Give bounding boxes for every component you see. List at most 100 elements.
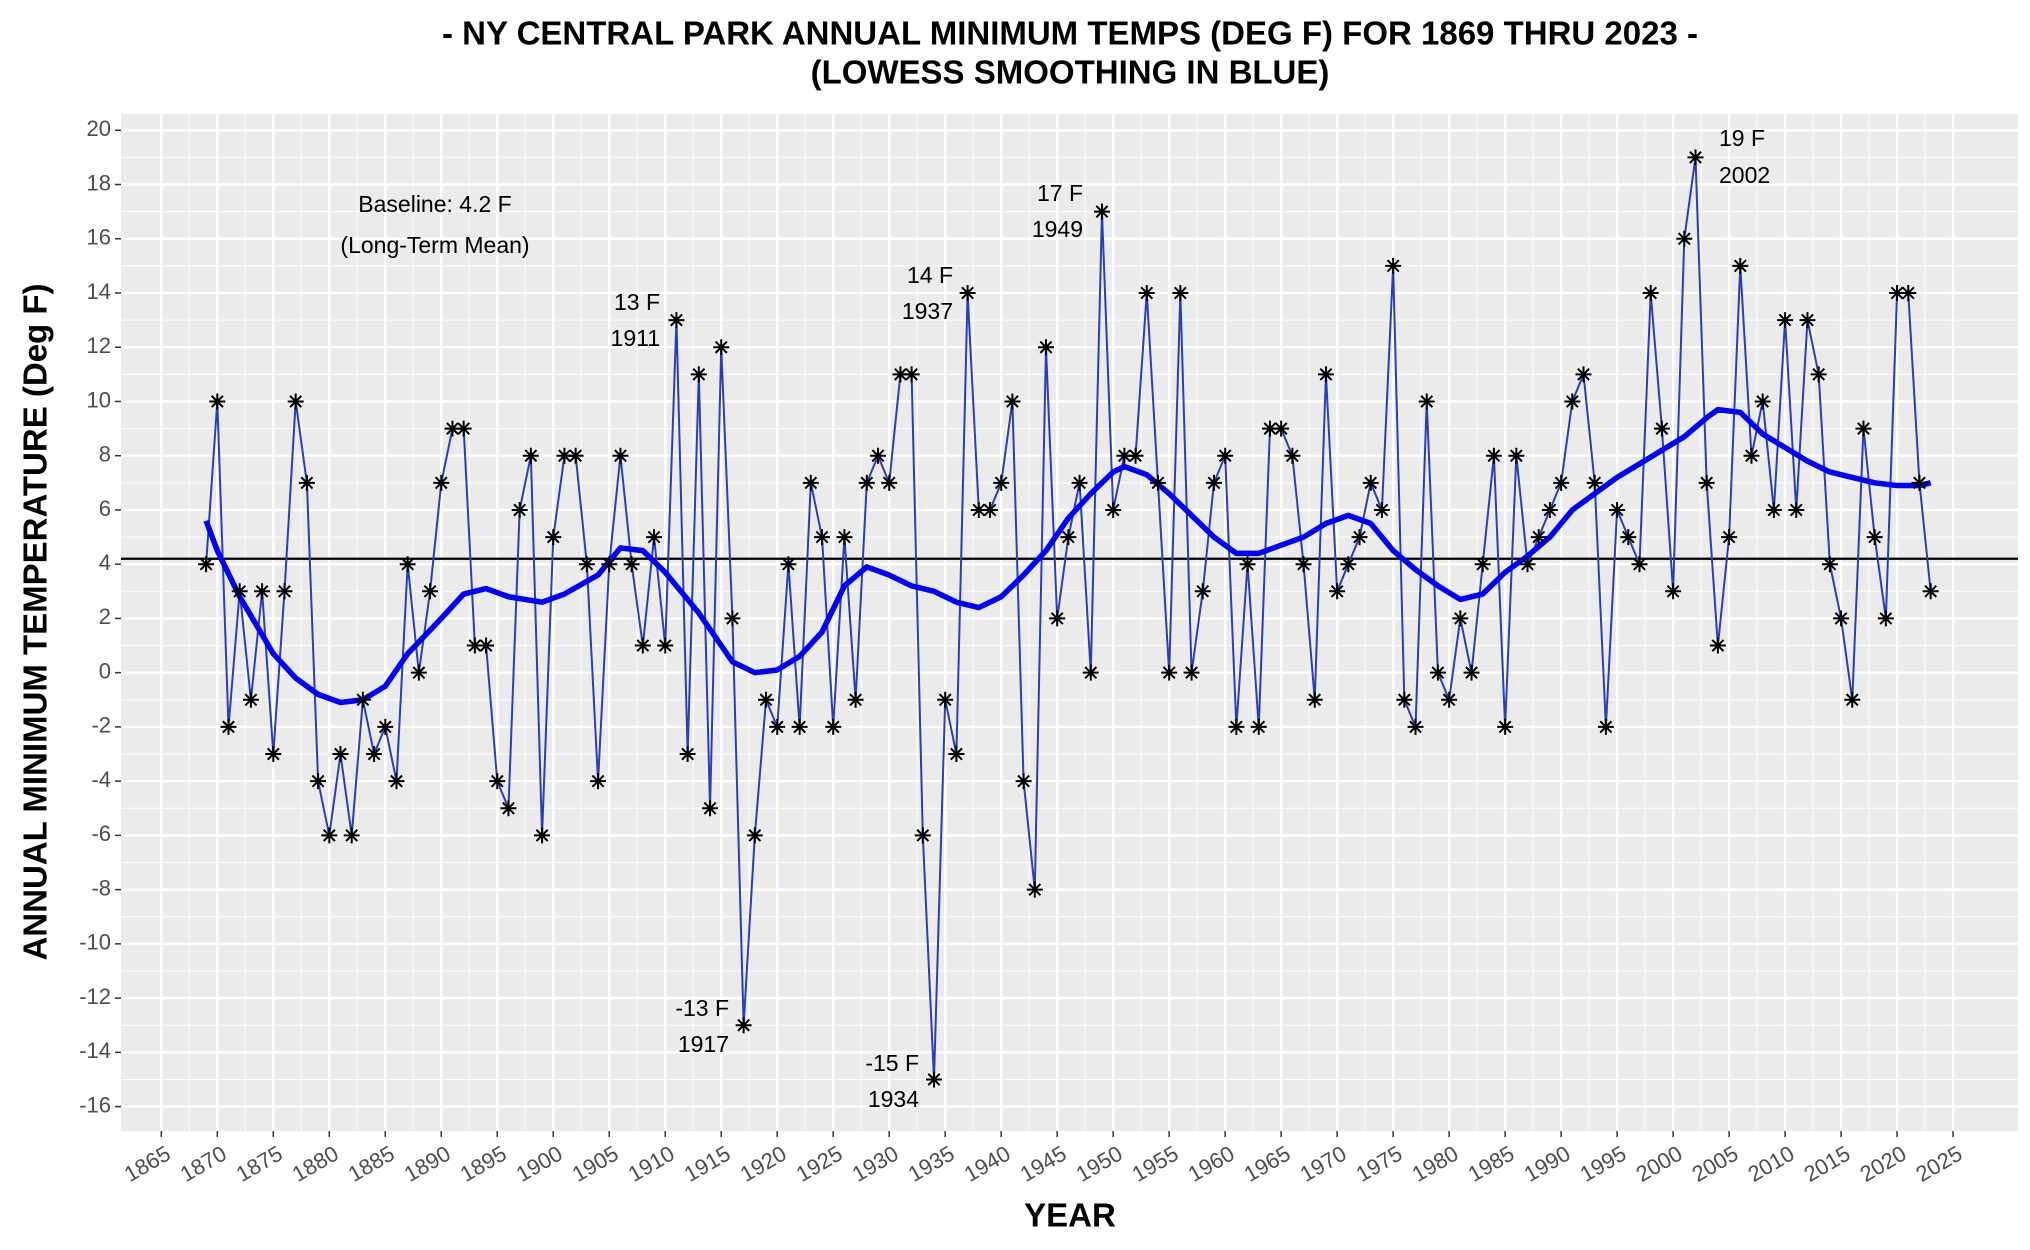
data-point (926, 1071, 942, 1088)
data-point (702, 800, 719, 817)
data-point (993, 474, 1010, 491)
data-point (1172, 284, 1189, 301)
data-point (265, 746, 282, 763)
data-point (1463, 664, 1480, 681)
y-tick-label: -14 (79, 1038, 111, 1063)
data-point (578, 556, 595, 573)
data-point (1015, 773, 1032, 790)
data-point (1721, 529, 1738, 546)
data-point (366, 746, 383, 763)
x-tick-label: 2020 (1856, 1141, 1911, 1187)
data-point (1788, 501, 1805, 518)
data-point (1777, 312, 1794, 329)
x-tick-label: 1910 (624, 1141, 679, 1187)
data-point (1250, 718, 1267, 735)
data-point (388, 773, 405, 790)
y-tick-label: -8 (91, 875, 111, 900)
data-point (646, 529, 663, 546)
y-axis-title: ANNUAL MINIMUM TEMPERATURE (Deg F) (17, 283, 54, 960)
data-point (1429, 664, 1446, 681)
data-point (1261, 420, 1278, 437)
data-point (1228, 718, 1245, 735)
annotation: -13 F (675, 995, 729, 1021)
data-point (511, 501, 528, 518)
data-point (545, 529, 562, 546)
data-point (1161, 664, 1178, 681)
x-tick-label: 1885 (344, 1141, 399, 1187)
data-point (1340, 556, 1357, 573)
data-point (1620, 529, 1637, 546)
data-point (478, 637, 495, 654)
data-point (634, 637, 651, 654)
annotation: 1911 (611, 325, 660, 351)
data-point (668, 312, 685, 329)
data-point (1362, 474, 1379, 491)
data-point (1877, 610, 1894, 627)
annotation: 1949 (1032, 216, 1083, 242)
x-tick-label: 1970 (1296, 1141, 1351, 1187)
x-tick-label: 1930 (848, 1141, 903, 1187)
data-point (1026, 881, 1043, 898)
data-point (1597, 718, 1614, 735)
data-point (1037, 339, 1054, 356)
data-point (1116, 447, 1133, 464)
data-point (948, 746, 965, 763)
data-point (959, 284, 976, 301)
data-point (422, 583, 439, 600)
data-point (1441, 691, 1458, 708)
data-point (1855, 420, 1872, 437)
annotation: 1937 (902, 298, 953, 324)
data-point (780, 556, 797, 573)
data-point (1541, 501, 1558, 518)
data-point (858, 474, 875, 491)
data-point (556, 447, 573, 464)
data-point (567, 447, 584, 464)
y-tick-label: 12 (87, 333, 111, 358)
data-point (1687, 149, 1704, 166)
y-tick-label: 16 (87, 225, 111, 250)
data-point (1821, 556, 1838, 573)
data-point (298, 474, 315, 491)
x-axis-title: YEAR (1024, 1197, 1116, 1234)
data-point (231, 583, 248, 600)
data-point (1485, 447, 1502, 464)
data-point (1306, 691, 1323, 708)
data-point (1373, 501, 1390, 518)
data-point (1138, 284, 1155, 301)
y-tick-label: -10 (79, 930, 111, 955)
data-point (1665, 583, 1682, 600)
annotation: 13 F (614, 289, 660, 315)
data-point (1329, 583, 1346, 600)
data-point (220, 718, 237, 735)
x-tick-label: 1985 (1464, 1141, 1519, 1187)
x-tick-label: 1955 (1128, 1141, 1183, 1187)
x-tick-label: 2025 (1912, 1141, 1967, 1187)
data-point (1071, 474, 1088, 491)
x-tick-label: 1880 (288, 1141, 343, 1187)
y-tick-label: 18 (87, 170, 111, 195)
data-point (1105, 501, 1122, 518)
data-point (1396, 691, 1413, 708)
data-point (892, 366, 909, 383)
data-point (814, 529, 831, 546)
data-point (410, 664, 427, 681)
data-point (1586, 474, 1603, 491)
data-point (601, 556, 618, 573)
data-point (489, 773, 506, 790)
x-tick-label: 1975 (1352, 1141, 1407, 1187)
data-point (791, 718, 808, 735)
x-tick-label: 1925 (792, 1141, 847, 1187)
x-tick-label: 1875 (232, 1141, 287, 1187)
data-point (433, 474, 450, 491)
chart-title: - NY CENTRAL PARK ANNUAL MINIMUM TEMPS (… (442, 15, 1698, 52)
data-point (1732, 257, 1749, 274)
data-point (1194, 583, 1211, 600)
annotation: 19 F (1719, 125, 1765, 151)
y-tick-label: 0 (99, 658, 111, 683)
y-tick-label: 20 (87, 116, 111, 141)
data-point (1833, 610, 1850, 627)
y-tick-label: 8 (99, 442, 111, 467)
data-point (825, 718, 842, 735)
data-point (1183, 664, 1200, 681)
